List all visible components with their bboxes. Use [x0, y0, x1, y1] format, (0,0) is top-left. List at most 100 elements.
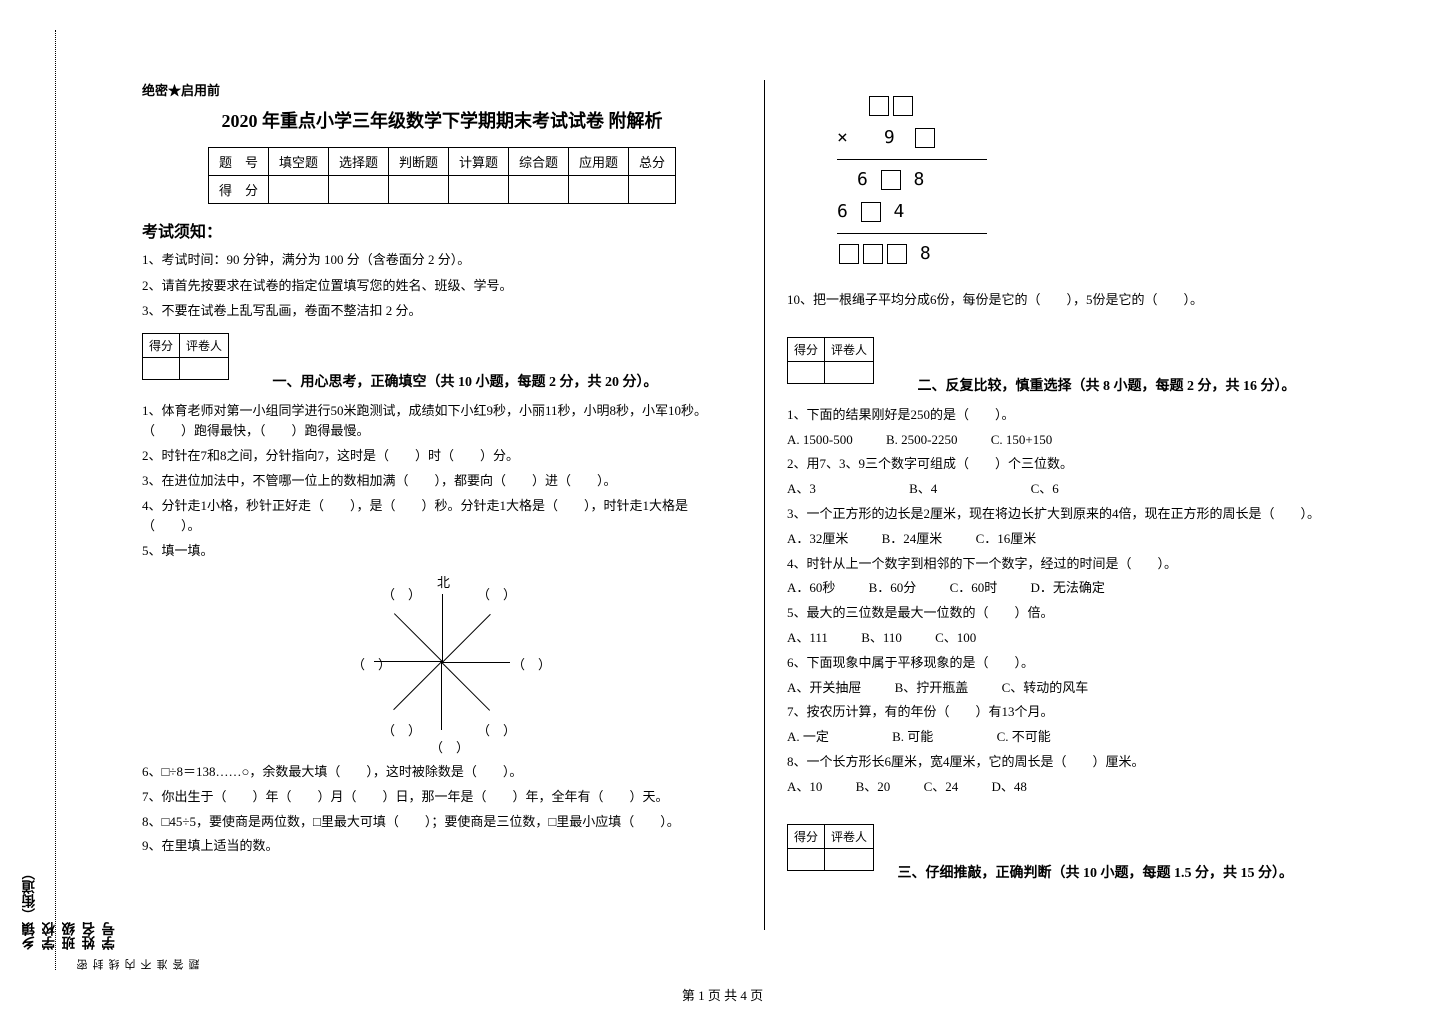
- grader-cell: 评卷人: [180, 333, 229, 357]
- side-label: 乡镇（街道）: [20, 50, 40, 950]
- score-summary-table: 题 号 填空题 选择题 判断题 计算题 综合题 应用题 总分 得 分: [208, 147, 676, 204]
- blank: （ ）: [382, 584, 421, 603]
- cell: [388, 176, 448, 204]
- score-cell: 得分: [143, 333, 180, 357]
- cell: 综合题: [509, 148, 569, 176]
- seal-char: 封: [91, 30, 107, 970]
- options: A. 一定 B. 可能 C. 不可能: [787, 727, 1388, 748]
- right-column: × 9 6 8 6 4 8 10、把一根绳子平均分成6份，每份是它的（ ），5份…: [765, 80, 1410, 930]
- notice-title: 考试须知：: [142, 218, 742, 242]
- option: B. 2500-2250: [886, 430, 958, 451]
- option: A. 1500-500: [787, 430, 853, 451]
- cell: 计算题: [449, 148, 509, 176]
- question: 1、下面的结果刚好是250的是（ ）。: [787, 405, 1388, 426]
- digit-box: [861, 202, 881, 222]
- option: C. 不可能: [997, 727, 1051, 748]
- digit-box: [839, 244, 859, 264]
- blank: （ ）: [352, 654, 391, 673]
- empty-cell: [825, 848, 874, 870]
- notice-item: 3、不要在试卷上乱写乱画，卷面不整洁扣 2 分。: [142, 301, 742, 321]
- blank: （ ）: [477, 720, 516, 739]
- option: B．60分: [869, 578, 917, 599]
- cell: [449, 176, 509, 204]
- digit-box: [869, 96, 889, 116]
- option: C、24: [924, 777, 959, 798]
- question: 6、□÷8＝138……○，余数最大填（ ），这时被除数是（ ）。: [142, 762, 742, 783]
- empty-cell: [180, 357, 229, 379]
- rule-line: [837, 233, 987, 234]
- score-cell: 得分: [788, 824, 825, 848]
- option: A．32厘米: [787, 529, 848, 550]
- empty-cell: [788, 361, 825, 383]
- options: A. 1500-500 B. 2500-2250 C. 150+150: [787, 430, 1388, 451]
- section3-title: 三、仔细推敲，正确判断（共 10 小题，每题 1.5 分，共 15 分）。: [898, 862, 1294, 882]
- multiplication-work: × 9 6 8 6 4 8: [817, 90, 1388, 270]
- digit-box: [881, 170, 901, 190]
- digit-box: [893, 96, 913, 116]
- options: A、开关抽屉 B、拧开瓶盖 C、转动的风车: [787, 678, 1388, 699]
- cell: [629, 176, 676, 204]
- question: 6、下面现象中属于平移现象的是（ ）。: [787, 653, 1388, 674]
- cell: [509, 176, 569, 204]
- option: A、开关抽屉: [787, 678, 861, 699]
- digit: 8: [914, 169, 925, 190]
- blank: （ ）: [512, 654, 551, 673]
- options: A．32厘米 B．24厘米 C．16厘米: [787, 529, 1388, 550]
- option: D．无法确定: [1030, 578, 1104, 599]
- notice-item: 1、考试时间：90 分钟，满分为 100 分（含卷面分 2 分）。: [142, 250, 742, 270]
- question: 7、按农历计算，有的年份（ ）有13个月。: [787, 702, 1388, 723]
- question: 1、体育老师对第一小组同学进行50米跑测试，成绩如下小红9秒，小丽11秒，小明8…: [142, 401, 742, 443]
- digit: 9: [884, 127, 895, 148]
- question: 3、一个正方形的边长是2厘米，现在将边长扩大到原来的4倍，现在正方形的周长是（ …: [787, 504, 1388, 525]
- cell: [569, 176, 629, 204]
- digit: 6: [857, 169, 868, 190]
- option: B、20: [856, 777, 891, 798]
- cell: [328, 176, 388, 204]
- question: 5、最大的三位数是最大一位数的（ ）倍。: [787, 603, 1388, 624]
- blank: （ ）: [477, 584, 516, 603]
- option: A．60秒: [787, 578, 835, 599]
- option: A、3: [787, 479, 816, 500]
- option: C、转动的风车: [1002, 678, 1089, 699]
- question: 9、在里填上适当的数。: [142, 836, 742, 857]
- question: 2、时针在7和8之间，分针指向7，这时是（ ）时（ ）分。: [142, 446, 742, 467]
- option: C、100: [935, 628, 976, 649]
- options: A、10 B、20 C、24 D、48: [787, 777, 1388, 798]
- digit-box: [863, 244, 883, 264]
- question: 7、你出生于（ ）年（ ）月（ ）日，那一年是（ ）年，全年有（ ）天。: [142, 787, 742, 808]
- option: C、6: [1031, 479, 1059, 500]
- rule-line: [837, 159, 987, 160]
- option: C. 150+150: [991, 430, 1053, 451]
- seal-char: 密: [75, 30, 91, 970]
- option: B．24厘米: [882, 529, 943, 550]
- grader-box: 得分评卷人: [142, 333, 229, 380]
- question: 3、在进位加法中，不管哪一位上的数相加满（ ），都要向（ ）进（ ）。: [142, 471, 742, 492]
- question: 10、把一根绳子平均分成6份，每份是它的（ ），5份是它的（ ）。: [787, 290, 1388, 311]
- grader-box: 得分评卷人: [787, 337, 874, 384]
- question: 2、用7、3、9三个数字可组成（ ）个三位数。: [787, 454, 1388, 475]
- empty-cell: [825, 361, 874, 383]
- digit-box: [887, 244, 907, 264]
- cell: 选择题: [328, 148, 388, 176]
- empty-cell: [788, 848, 825, 870]
- compass-north-label: 北: [437, 572, 450, 591]
- blank: （ ）: [382, 720, 421, 739]
- left-column: 绝密★启用前 2020 年重点小学三年级数学下学期期末考试试卷 附解析 题 号 …: [120, 80, 765, 930]
- option: D、48: [991, 777, 1026, 798]
- options: A．60秒 B．60分 C．60时 D．无法确定: [787, 578, 1388, 599]
- option: A. 一定: [787, 727, 829, 748]
- cell: 总分: [629, 148, 676, 176]
- notice-item: 2、请首先按要求在试卷的指定位置填写您的姓名、班级、学号。: [142, 276, 742, 296]
- digit: 8: [920, 243, 931, 264]
- grader-cell: 评卷人: [825, 824, 874, 848]
- question: 4、分针走1小格，秒针正好走（ ），是（ ）秒。分针走1大格是（ ），时针走1大…: [142, 496, 742, 538]
- option: A、111: [787, 628, 828, 649]
- cell: 得 分: [208, 176, 268, 204]
- exam-title: 2020 年重点小学三年级数学下学期期末考试试卷 附解析: [142, 107, 742, 133]
- empty-cell: [143, 357, 180, 379]
- page-footer: 第 1 页 共 4 页: [0, 985, 1445, 1004]
- option: A、10: [787, 777, 822, 798]
- digit-box: [915, 128, 935, 148]
- cell: 填空题: [268, 148, 328, 176]
- cell: 应用题: [569, 148, 629, 176]
